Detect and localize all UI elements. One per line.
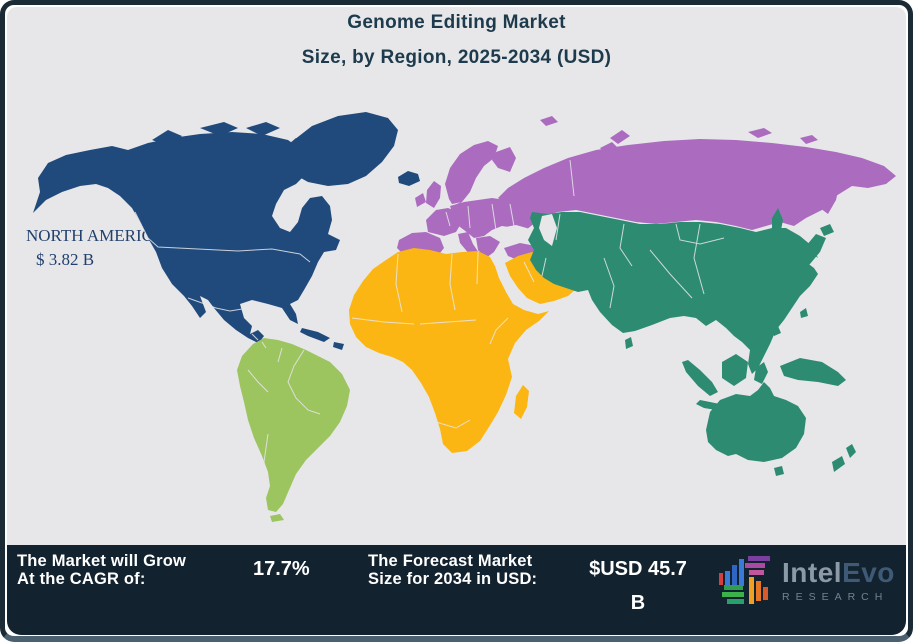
country-borders (134, 159, 725, 493)
footer-stats-bar: The Market will Grow At the CAGR of: 17.… (7, 545, 906, 635)
intelevo-logo-text: IntelEvo RESEARCH (782, 559, 895, 604)
brand-name: IntelEvo (782, 559, 895, 587)
north-america-callout: NORTH AMERICA $ 3.82 B (26, 224, 165, 272)
cagr-value: 17.7% (253, 558, 310, 580)
forecast-value: $USD 45.7 B (583, 558, 693, 615)
forecast-label-line1: The Forecast Market (368, 552, 533, 570)
chart-titles: Genome Editing Market Size, by Region, 2… (0, 12, 913, 69)
intelevo-logo: IntelEvo RESEARCH (718, 553, 895, 609)
region-middle-east-africa (349, 248, 576, 453)
intelevo-logo-icon (719, 556, 770, 604)
callout-region-value: $ 3.82 B (36, 249, 95, 269)
forecast-label: The Forecast Market Size for 2034 in USD… (368, 552, 537, 589)
callout-region-name: NORTH AMERICA (26, 226, 166, 245)
cagr-label-line1: The Market will Grow (17, 552, 187, 570)
brand-subtitle: RESEARCH (782, 591, 889, 603)
page-title: Genome Editing Market (347, 12, 566, 33)
region-north-america (33, 112, 420, 356)
brand-part-intel: Intel (782, 557, 843, 588)
cagr-label-line2: At the CAGR of: (17, 570, 146, 589)
forecast-value-line1: $USD 45.7 (589, 558, 687, 580)
cagr-label: The Market will Grow At the CAGR of: (17, 552, 186, 589)
region-south-america (237, 338, 350, 522)
inland-seas (500, 214, 557, 246)
region-asia-pacific (528, 208, 856, 476)
page-subtitle: Size, by Region, 2025-2034 (USD) (301, 47, 612, 68)
brand-part-evo: Evo (842, 557, 895, 588)
forecast-label-line2: Size for 2034 in USD: (368, 570, 538, 589)
forecast-value-line2: B (630, 592, 646, 614)
